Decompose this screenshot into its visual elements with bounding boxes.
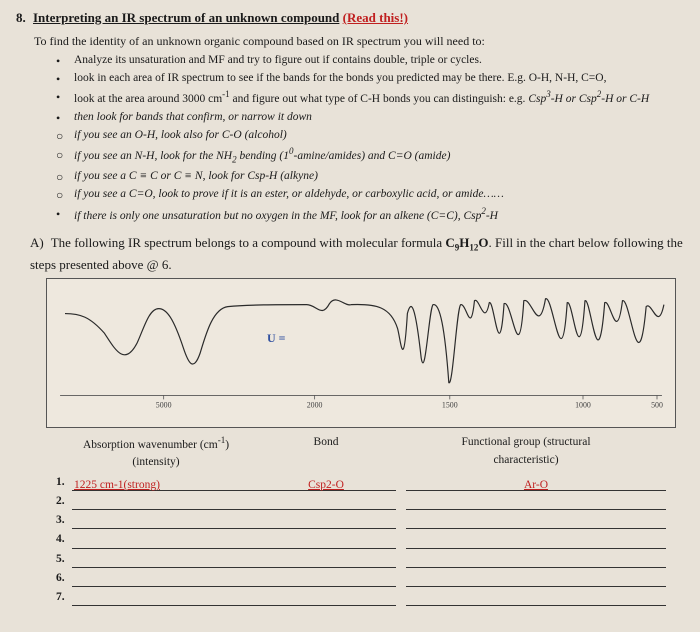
cell-bond[interactable] <box>256 592 396 606</box>
ir-spectrum-chart: 5000 2000 1500 1000 500 U = <box>46 278 676 428</box>
bullet-marker: ○ <box>56 127 63 145</box>
header-col3: Functional group (structural characteris… <box>396 434 656 471</box>
bullet-list: • Analyze its unsaturation and MF and try… <box>56 52 684 225</box>
bullet-item: ○ if you see an O-H, look also for C-O (a… <box>56 127 684 144</box>
table-row: 3. <box>56 512 676 529</box>
spectrum-svg: 5000 2000 1500 1000 500 <box>47 279 675 427</box>
svg-text:2000: 2000 <box>307 401 323 410</box>
bullet-item: ○ if you see a C ≡ C or C ≡ N, look for C… <box>56 168 684 185</box>
bullet-text: if there is only one unsaturation but no… <box>74 210 498 222</box>
bullet-text: Analyze its unsaturation and MF and try … <box>74 54 482 66</box>
section-a-label: A) <box>30 235 44 250</box>
section-a-text-before: The following IR spectrum belongs to a c… <box>51 235 446 250</box>
cell-wavenumber[interactable] <box>72 515 256 529</box>
bullet-text: look at the area around 3000 cm-1 and fi… <box>74 93 649 105</box>
table-row: 6. <box>56 570 676 587</box>
row-number: 4. <box>56 531 72 548</box>
molecular-formula: C9H12O <box>445 235 488 250</box>
bullet-item: • Analyze its unsaturation and MF and try… <box>56 52 684 69</box>
cell-wavenumber[interactable] <box>72 554 256 568</box>
cell-functional-group[interactable] <box>406 515 666 529</box>
bullet-marker: • <box>56 88 60 106</box>
table-row: 7. <box>56 589 676 606</box>
row-number: 2. <box>56 493 72 510</box>
cell-functional-group[interactable]: Ar-O <box>406 477 666 491</box>
bullet-marker: ○ <box>56 168 63 186</box>
svg-text:1000: 1000 <box>575 401 591 410</box>
bullet-text: if you see a C=O, look to prove if it is… <box>74 188 504 200</box>
bullet-item: ○ if you see a C=O, look to prove if it i… <box>56 186 684 203</box>
bullet-text: if you see an O-H, look also for C-O (al… <box>74 129 287 141</box>
u-label: U = <box>267 329 286 347</box>
svg-text:1500: 1500 <box>442 401 458 410</box>
intro-text: To find the identity of an unknown organ… <box>34 32 684 50</box>
cell-bond[interactable] <box>256 554 396 568</box>
row-number: 6. <box>56 570 72 587</box>
bullet-text: look in each area of IR spectrum to see … <box>74 72 606 84</box>
svg-text:500: 500 <box>651 401 663 410</box>
bullet-item: ○ if you see an N-H, look for the NH2 ben… <box>56 146 684 168</box>
cell-bond[interactable]: Csp2-O <box>256 477 396 491</box>
bullet-text: if you see an N-H, look for the NH2 bend… <box>74 150 450 162</box>
cell-wavenumber[interactable] <box>72 592 256 606</box>
row-number: 1. <box>56 474 72 491</box>
table-row: 1.1225 cm-1(strong)Csp2-O Ar-O <box>56 474 676 491</box>
table-row: 4. <box>56 531 676 548</box>
bullet-item: • look in each area of IR spectrum to see… <box>56 70 684 87</box>
cell-functional-group[interactable] <box>406 554 666 568</box>
cell-functional-group[interactable] <box>406 592 666 606</box>
cell-functional-group[interactable] <box>406 535 666 549</box>
cell-bond[interactable] <box>256 573 396 587</box>
bullet-marker: • <box>56 70 60 88</box>
cell-bond[interactable] <box>256 496 396 510</box>
cell-functional-group[interactable] <box>406 496 666 510</box>
bullet-marker: • <box>56 109 60 127</box>
read-this-label: (Read this!) <box>343 10 408 25</box>
table-header: Absorption wavenumber (cm-1) (intensity)… <box>56 434 676 471</box>
question-number: 8. <box>16 10 26 25</box>
bullet-marker: ○ <box>56 186 63 204</box>
bullet-item: • look at the area around 3000 cm-1 and f… <box>56 88 684 108</box>
cell-wavenumber[interactable]: 1225 cm-1(strong) <box>72 477 256 491</box>
answer-table: Absorption wavenumber (cm-1) (intensity)… <box>56 434 676 606</box>
svg-text:5000: 5000 <box>156 401 172 410</box>
cell-bond[interactable] <box>256 515 396 529</box>
row-number: 5. <box>56 551 72 568</box>
bullet-text: if you see a C ≡ C or C ≡ N, look for Cs… <box>74 170 318 182</box>
row-number: 7. <box>56 589 72 606</box>
bullet-text: then look for bands that confirm, or nar… <box>74 111 312 123</box>
cell-wavenumber[interactable] <box>72 535 256 549</box>
table-body: 1.1225 cm-1(strong)Csp2-O Ar-O 2. 3. 4. 5. 6. 7… <box>56 474 676 607</box>
table-row: 5. <box>56 551 676 568</box>
bullet-marker: ○ <box>56 146 63 164</box>
question-header: 8. Interpreting an IR spectrum of an unk… <box>16 8 684 28</box>
cell-functional-group[interactable] <box>406 573 666 587</box>
bullet-marker: • <box>56 205 60 223</box>
bullet-item: • then look for bands that confirm, or na… <box>56 109 684 126</box>
bullet-item: • if there is only one unsaturation but n… <box>56 205 684 225</box>
row-number: 3. <box>56 512 72 529</box>
bullet-marker: • <box>56 52 60 70</box>
section-a: A) The following IR spectrum belongs to … <box>30 233 684 275</box>
cell-wavenumber[interactable] <box>72 496 256 510</box>
header-col2: Bond <box>256 434 396 471</box>
cell-bond[interactable] <box>256 535 396 549</box>
table-row: 2. <box>56 493 676 510</box>
cell-wavenumber[interactable] <box>72 573 256 587</box>
question-title: Interpreting an IR spectrum of an unknow… <box>33 10 339 25</box>
header-col1: Absorption wavenumber (cm-1) (intensity) <box>56 434 256 471</box>
